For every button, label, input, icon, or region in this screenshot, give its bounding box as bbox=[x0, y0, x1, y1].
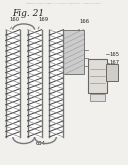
Text: Patent Application Publication    Sep. 25, 2012  Sheet 16 of 71    US 2012/02410: Patent Application Publication Sep. 25, … bbox=[26, 2, 102, 4]
Bar bbox=[106, 64, 118, 81]
Bar bbox=[49, 30, 63, 137]
Text: Fig. 21: Fig. 21 bbox=[12, 9, 44, 18]
Text: 169: 169 bbox=[38, 17, 48, 29]
Text: 160: 160 bbox=[9, 17, 19, 29]
Bar bbox=[28, 30, 42, 137]
Text: 634: 634 bbox=[36, 141, 46, 146]
Polygon shape bbox=[63, 30, 84, 74]
Bar bbox=[6, 30, 20, 137]
Text: 166: 166 bbox=[78, 19, 89, 31]
Text: 165: 165 bbox=[109, 52, 120, 57]
Text: 167: 167 bbox=[109, 60, 120, 65]
Bar bbox=[90, 94, 105, 101]
FancyBboxPatch shape bbox=[88, 59, 107, 93]
